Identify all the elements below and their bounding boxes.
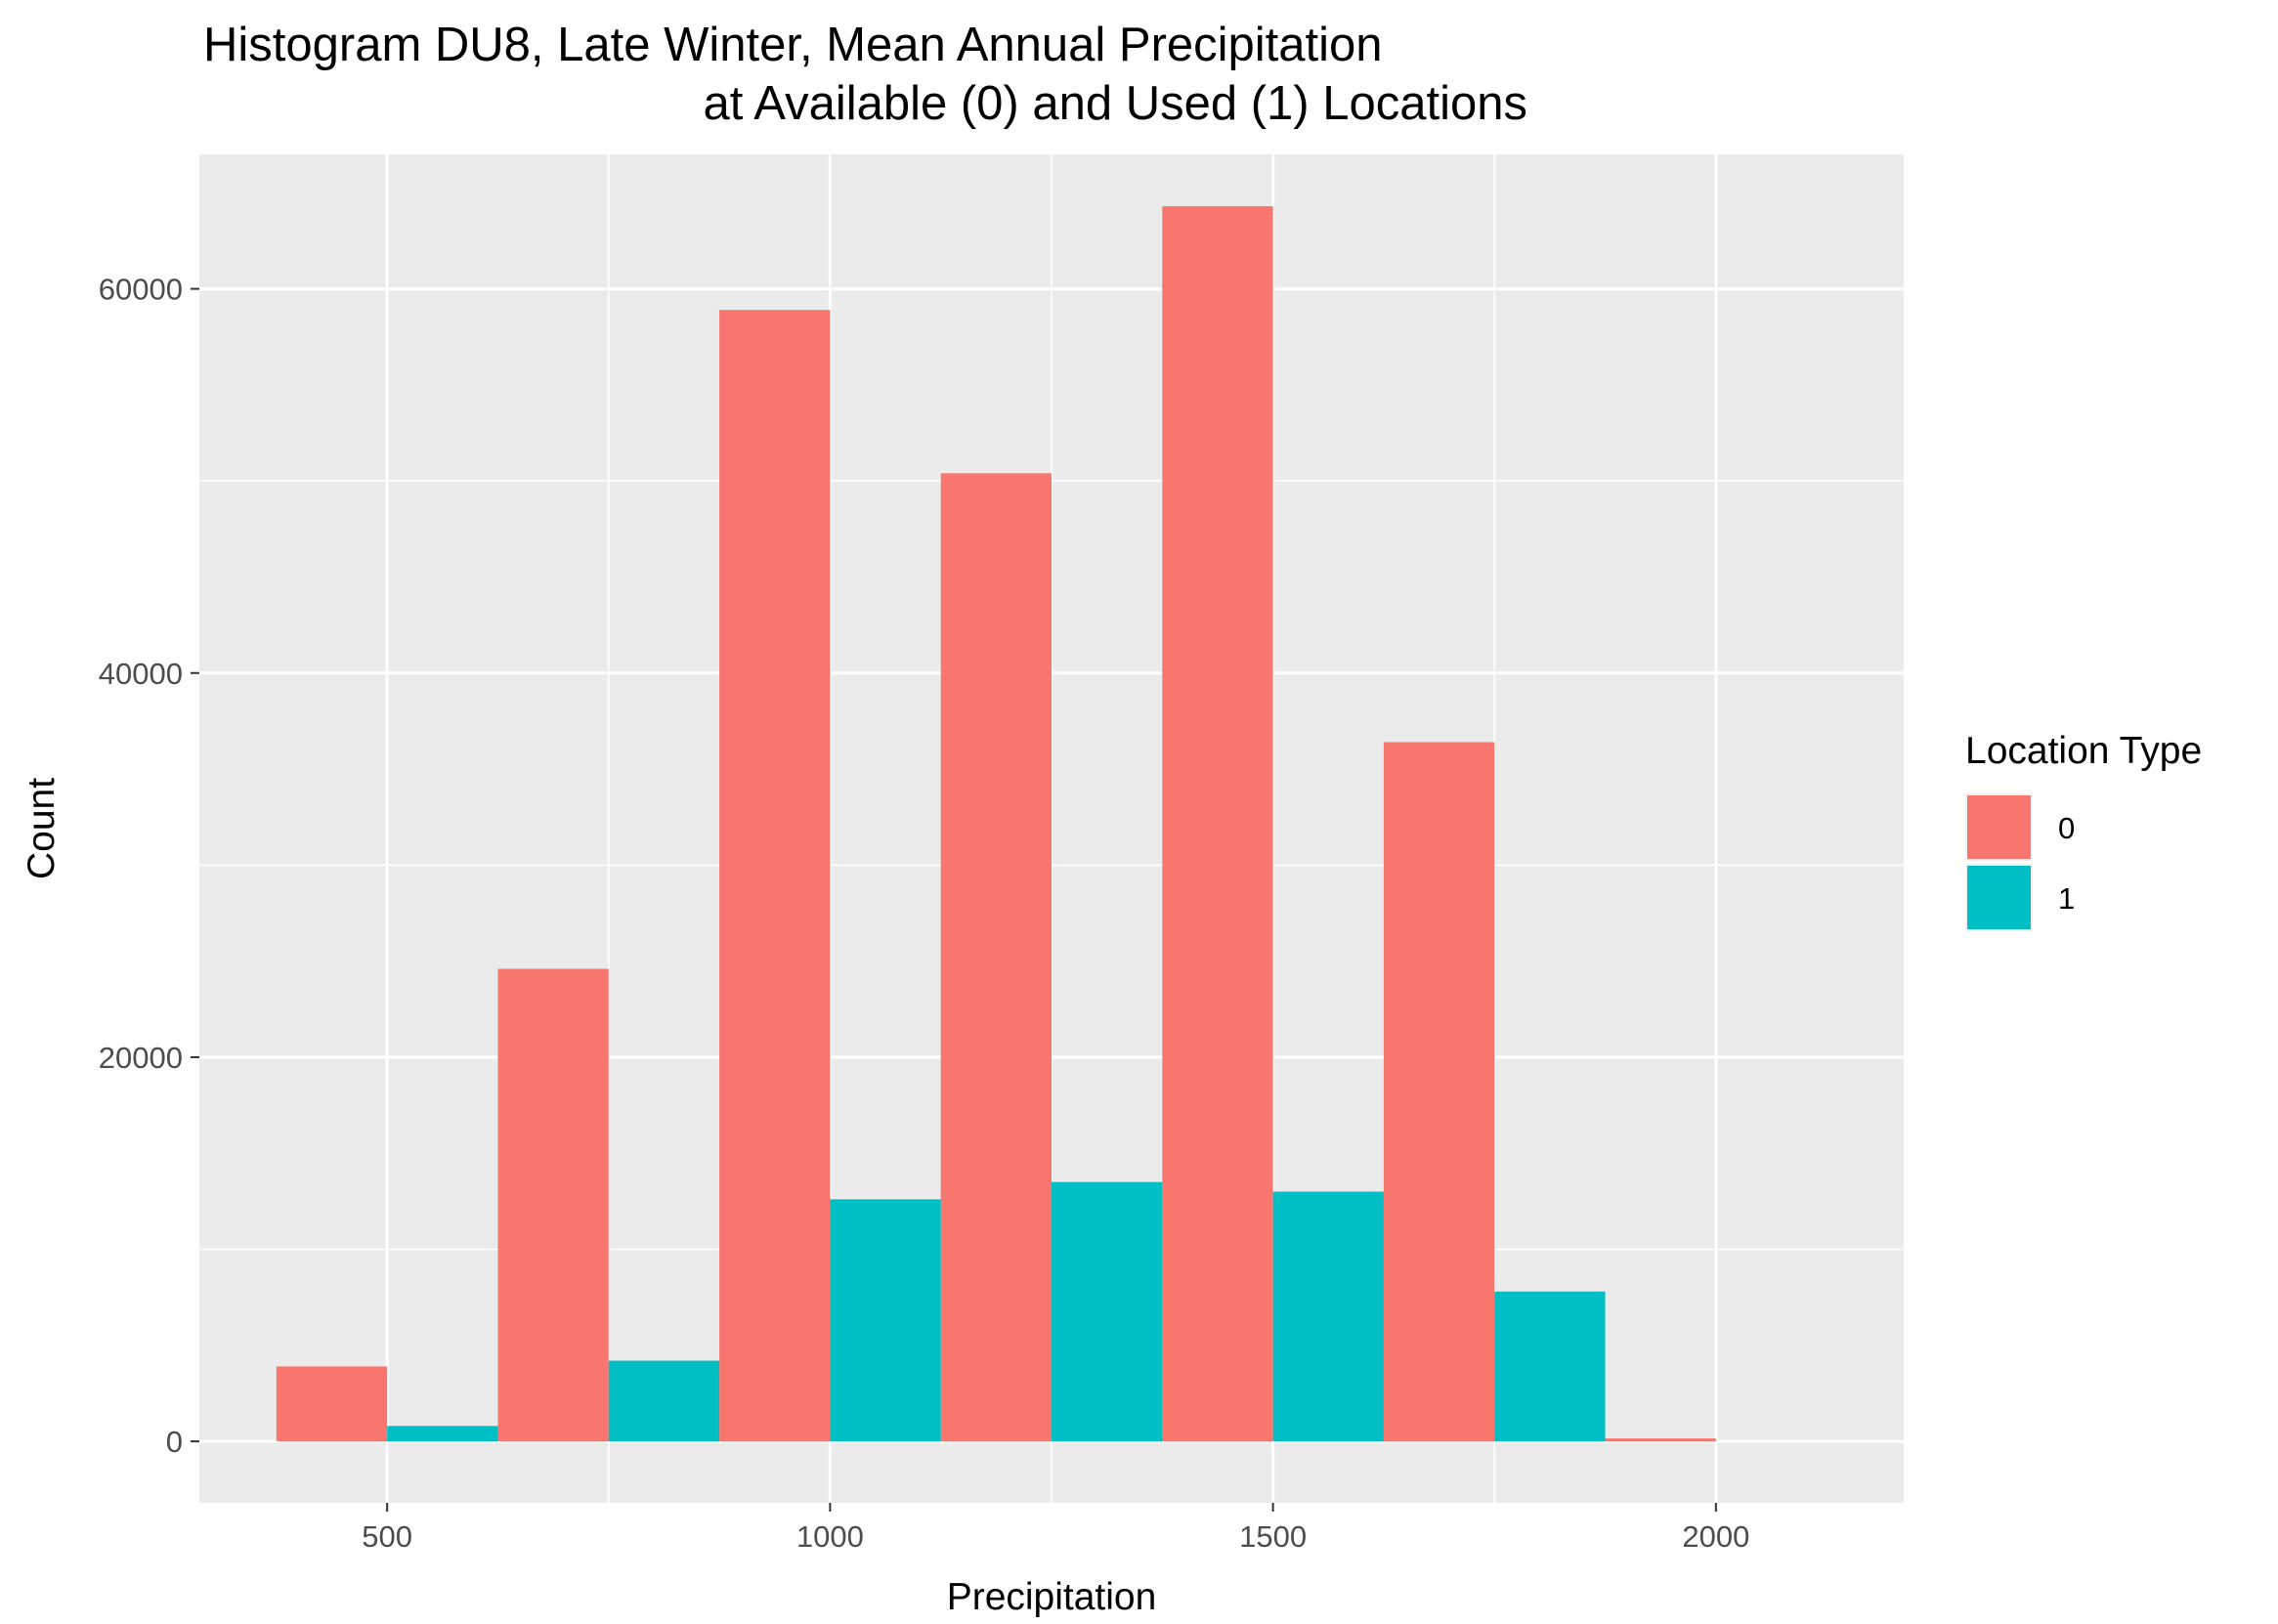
bars xyxy=(276,206,1716,1442)
legend: Location Type 0 1 xyxy=(1965,730,2202,931)
bar-series-0-bin-1500 xyxy=(1162,206,1273,1442)
axis-ticks xyxy=(191,287,1717,1512)
x-tick-label-3: 2000 xyxy=(1682,1519,1749,1554)
legend-swatch-0 xyxy=(1967,795,2031,859)
bar-series-0-bin-750 xyxy=(497,968,609,1442)
bar-series-1-bin-1500 xyxy=(1272,1191,1384,1442)
bar-series-0-bin-1250 xyxy=(940,473,1052,1442)
y-tick-label-3: 60000 xyxy=(99,273,183,307)
bar-series-1-bin-1750 xyxy=(1494,1291,1606,1442)
x-tick-label-2: 1500 xyxy=(1239,1519,1307,1554)
bar-series-0-bin-1750 xyxy=(1383,742,1495,1442)
chart-title-line2: at Available (0) and Used (1) Locations xyxy=(704,77,1527,130)
bar-series-0-bin-2000 xyxy=(1605,1438,1716,1442)
legend-label-0: 0 xyxy=(2058,811,2075,845)
y-tick-label-1: 20000 xyxy=(99,1041,183,1075)
legend-swatch-1 xyxy=(1967,866,2031,929)
bar-series-1-bin-750 xyxy=(608,1360,720,1442)
legend-title: Location Type xyxy=(1965,730,2202,772)
y-tick-label-0: 0 xyxy=(166,1425,183,1459)
y-axis-title: Count xyxy=(21,778,63,879)
bar-series-0-bin-500 xyxy=(276,1366,388,1442)
bar-series-1-bin-1250 xyxy=(1052,1181,1163,1442)
bar-series-0-bin-1000 xyxy=(719,310,831,1442)
legend-label-1: 1 xyxy=(2058,881,2075,916)
x-tick-label-0: 500 xyxy=(362,1519,412,1554)
x-tick-label-1: 1000 xyxy=(796,1519,864,1554)
y-tick-label-2: 40000 xyxy=(99,657,183,691)
bar-series-1-bin-1000 xyxy=(830,1199,941,1442)
x-axis-title: Precipitation xyxy=(947,1576,1157,1618)
chart-title-line1: Histogram DU8, Late Winter, Mean Annual … xyxy=(203,19,1383,71)
bar-series-1-bin-500 xyxy=(387,1426,498,1442)
